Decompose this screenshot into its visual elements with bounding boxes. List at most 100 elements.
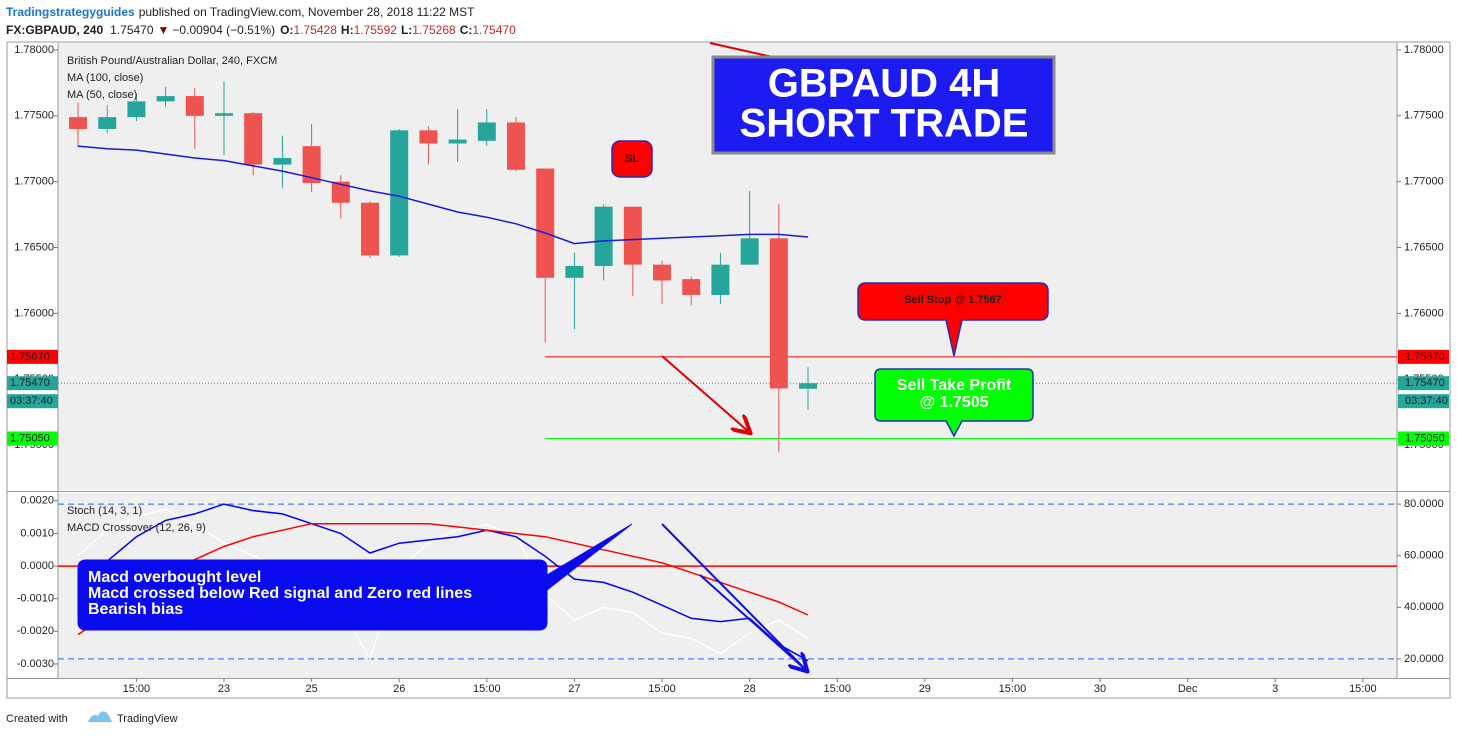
author[interactable]: Tradingstrategyguides [6,5,135,19]
y2-tick-label: 20.0000 [1404,653,1444,665]
candle-body [448,139,467,144]
ohlc-key: O: [280,23,293,37]
y-tick-label: 0.0020 [20,495,54,507]
countdown-badge [1398,394,1449,409]
candle-body [799,383,818,389]
arrow [699,574,807,671]
arrow [661,523,806,670]
y-tick-label: 1.77000 [14,176,54,188]
study-label: MA (100, close) [67,72,143,84]
x-tick-label: 15:00 [648,683,676,695]
header-line: Tradingstrategyguides published on Tradin… [6,5,475,19]
change: −0.00904 (−0.51%) [172,23,275,37]
candle-body [215,113,234,116]
candle-body [740,238,759,265]
footer-text: Created with [6,713,68,725]
candle-body [273,157,292,165]
countdown-badge-label: 03:37:40 [1405,395,1448,407]
sl-badge [611,140,653,178]
candle-body [623,206,642,265]
footer-brand[interactable]: TradingView [117,713,178,725]
x-tick-label: 15:00 [123,683,151,695]
y-tick-label: 0.0000 [20,560,54,572]
y-tick-label: 1.77000 [1404,176,1444,188]
series-line [77,522,809,636]
candle-body [127,101,146,118]
level-badge-label: 1.75670 [1405,351,1445,363]
level-badge [1398,376,1449,391]
symbol-line: FX:GBPAUD, 240 1.75470 ▼ −0.00904 (−0.51%) O… [6,23,516,37]
candle-body [536,168,555,278]
y-tick-label: 1.76000 [14,307,54,319]
macd-note-text: Macd overbought level [88,569,261,586]
series-line [77,508,809,661]
study-label: MA (50, close) [67,89,137,101]
study-label: Stoch (14, 3, 1) [67,505,142,517]
series-line [77,503,809,662]
candle-body [156,96,175,102]
ohlc-value: 1.75268 [412,23,456,37]
y-tick-label: 1.77500 [1404,110,1444,122]
candle-body [69,117,88,130]
ohlc-key: L: [401,23,412,37]
candle-body [477,122,496,141]
ohlc-key: H: [341,23,354,37]
last: 1.75470 [110,23,154,37]
countdown-badge [7,394,58,409]
pane-title: British Pound/Australian Dollar, 240, FX… [67,55,277,67]
y-tick-label: 1.76500 [1404,241,1444,253]
x-tick-label: 15:00 [1349,683,1377,695]
x-tick-label: 15:00 [473,683,501,695]
y-tick-label: -0.0010 [17,593,54,605]
x-tick-label: 30 [1094,683,1106,695]
level-badge-label: 1.75470 [10,377,50,389]
y2-tick-label: 60.0000 [1404,550,1444,562]
change-arrow: ▼ [158,23,170,37]
take-profit-text: Sell Take Profit [897,377,1012,394]
candle-body [682,279,701,295]
x-tick-label: 27 [568,683,580,695]
level-badge [7,376,58,391]
x-tick-label: 15:00 [823,683,851,695]
candle-body [302,146,321,184]
x-tick-label: 23 [218,683,230,695]
candle-body [769,238,788,389]
title-box [711,55,1056,155]
candle-body [98,117,117,130]
level-badge [7,431,58,446]
level-badge-label: 1.75670 [10,351,50,363]
y-tick-label: 1.76500 [14,241,54,253]
candle-body [331,181,350,203]
x-tick-label: 28 [743,683,755,695]
y-tick-label: 1.78000 [14,44,54,56]
logo [88,711,112,722]
x-tick-label: Dec [1178,683,1198,695]
y-tick-label: 1.77500 [14,110,54,122]
candle-body [419,130,438,144]
arrow [661,355,749,432]
candle-body [711,264,730,295]
x-tick-label: 26 [393,683,405,695]
y-tick-label: 1.78000 [1404,44,1444,56]
candle-body [594,206,613,266]
level-badge [1398,349,1449,364]
candle-body [653,264,672,281]
y-tick-label: -0.0030 [17,658,54,670]
macd-note-text: Macd crossed below Red signal and Zero r… [88,585,472,602]
candle-body [185,96,204,116]
level-badge-label: 1.75050 [10,432,50,444]
candle-body [565,265,584,278]
y-tick-label: 1.76000 [1404,307,1444,319]
sl-text: SL [625,153,639,165]
x-tick-label: 3 [1272,683,1278,695]
sell-stop-callout [857,282,1049,357]
level-badge [7,349,58,364]
level-badge-label: 1.75470 [1405,377,1445,389]
symbol: FX:GBPAUD, 240 [6,23,103,37]
ohlc-value: 1.75592 [354,23,398,37]
y-tick-label: 0.0010 [20,527,54,539]
ma-line [77,145,809,245]
x-tick-label: 25 [305,683,317,695]
candle-body [390,130,409,256]
